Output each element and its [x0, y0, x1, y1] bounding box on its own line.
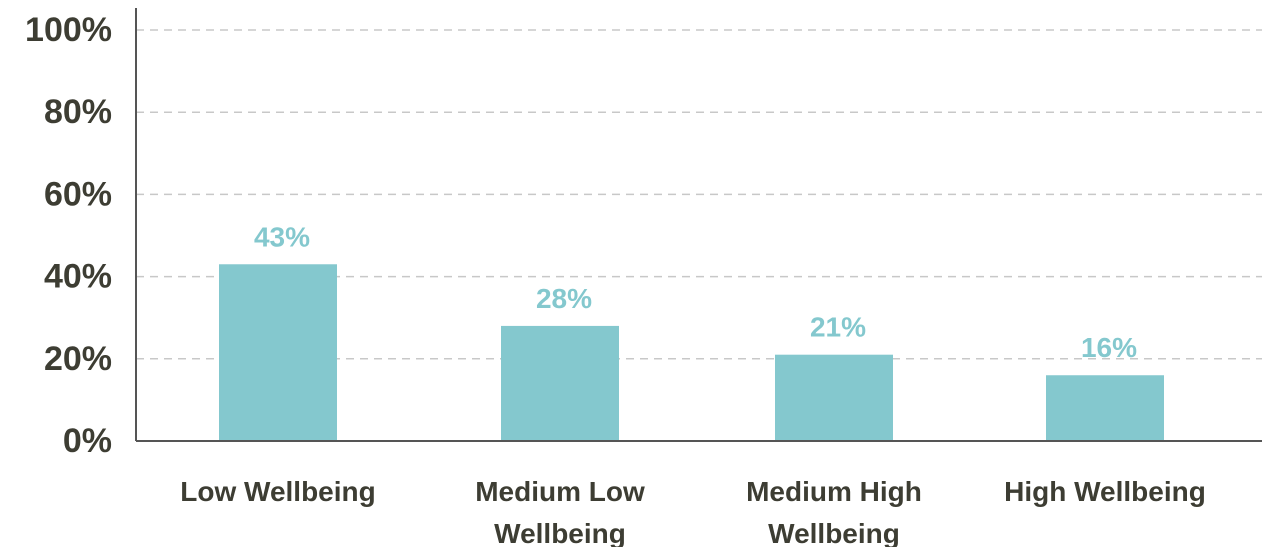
data-labels: 43% 28% 21% 16%	[254, 221, 1137, 363]
bar	[775, 354, 893, 441]
x-category-label: Low Wellbeing	[180, 476, 375, 507]
bar	[1046, 375, 1164, 441]
data-label: 16%	[1081, 332, 1137, 363]
data-label: 43%	[254, 221, 310, 252]
data-label: 28%	[536, 283, 592, 314]
y-tick-label: 0%	[63, 422, 112, 460]
x-category-label: Medium Low	[475, 476, 645, 507]
y-axis-ticks: 0% 20% 40% 60% 80% 100%	[25, 11, 112, 460]
x-axis-categories: Low Wellbeing Medium Low Wellbeing Medium H…	[180, 476, 1206, 547]
bars	[219, 264, 1164, 441]
x-category-label: High Wellbeing	[1004, 476, 1206, 507]
y-tick-label: 40%	[44, 258, 112, 296]
x-category-label: Wellbeing	[768, 518, 900, 547]
y-tick-label: 100%	[25, 11, 112, 49]
x-category-label: Wellbeing	[494, 518, 626, 547]
y-tick-label: 60%	[44, 175, 112, 213]
data-label: 21%	[810, 312, 866, 343]
bar	[501, 325, 619, 441]
y-tick-label: 80%	[44, 93, 112, 131]
bar	[219, 264, 337, 441]
y-tick-label: 20%	[44, 340, 112, 378]
x-category-label: Medium High	[746, 476, 922, 507]
